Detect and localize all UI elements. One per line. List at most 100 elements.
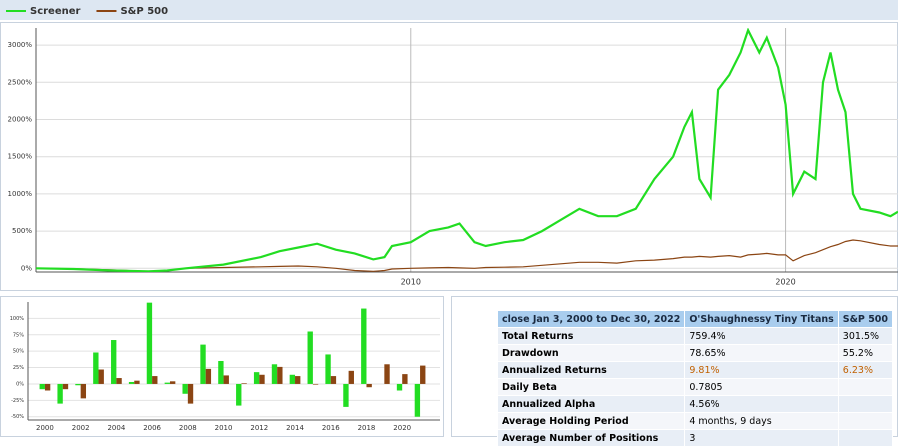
bar xyxy=(134,380,140,384)
bar xyxy=(295,376,301,384)
plot xyxy=(36,28,898,272)
y-tick-label: 0% xyxy=(16,381,24,387)
bar xyxy=(200,344,206,384)
y-tick-label: 500% xyxy=(12,227,32,235)
legend-label: Screener xyxy=(30,6,81,17)
table-row: Annualized Returns 9.81% 6.23% xyxy=(496,361,894,379)
bar xyxy=(343,383,349,407)
table-cell: Annualized Returns xyxy=(496,361,686,379)
x-tick-label: 2004 xyxy=(107,424,125,432)
bar xyxy=(330,376,337,384)
bar xyxy=(277,366,283,384)
x-tick-label: 2000 xyxy=(36,424,54,432)
bar xyxy=(396,383,403,391)
table-row: Average Holding Period 4 months, 9 days xyxy=(496,412,894,430)
bar xyxy=(44,383,51,391)
x-tick-label: 2014 xyxy=(286,424,304,432)
table-cell xyxy=(837,378,894,396)
bar xyxy=(366,383,372,388)
table-cell: 9.81% xyxy=(684,361,839,379)
table-cell: 0.7805 xyxy=(684,378,839,396)
bar xyxy=(307,331,313,384)
table-cell: Daily Beta xyxy=(496,378,686,396)
table-cell xyxy=(837,412,894,430)
bar xyxy=(152,376,158,384)
y-tick-label: 100% xyxy=(10,316,25,322)
y-tick-label: 2000% xyxy=(8,116,33,124)
bar xyxy=(325,354,331,384)
table-cell: Average Holding Period xyxy=(496,412,686,430)
table-cell: Total Returns xyxy=(496,327,686,345)
bar xyxy=(348,370,354,384)
stats-table: close Jan 3, 2000 to Dec 30, 2022 O'Shaug… xyxy=(496,310,894,447)
bar xyxy=(57,383,63,404)
table-cell: O'Shaughnessy Tiny Titans xyxy=(684,310,839,328)
y-tick-label: 1000% xyxy=(8,190,33,198)
table-cell: 55.2% xyxy=(837,344,894,362)
bar xyxy=(420,365,426,384)
table-cell: 6.23% xyxy=(837,361,894,379)
x-tick-label: 2010 xyxy=(215,424,233,432)
table-cell: 78.65% xyxy=(684,344,839,362)
bar xyxy=(414,383,421,417)
y-tick-label: -25% xyxy=(11,398,24,404)
x-tick-label: 2008 xyxy=(179,424,197,432)
bar xyxy=(169,381,176,384)
bar xyxy=(182,383,188,394)
bar xyxy=(39,383,45,390)
table-cell: 4 months, 9 days xyxy=(684,412,839,430)
bar xyxy=(312,383,319,385)
y-tick-label: 2500% xyxy=(8,78,33,86)
bar xyxy=(116,378,122,384)
bar xyxy=(205,368,212,384)
x-tick-label: 2020 xyxy=(775,278,795,287)
bar xyxy=(223,375,229,384)
table-cell: 3 xyxy=(684,429,839,447)
y-tick-label: 3000% xyxy=(8,41,33,49)
y-tick-label: 50% xyxy=(13,349,24,355)
y-tick-label: 25% xyxy=(13,365,24,371)
table-cell: Annualized Alpha xyxy=(496,395,686,413)
table-row: Average Number of Positions 3 xyxy=(496,429,894,447)
x-tick-label: 2006 xyxy=(143,424,161,432)
table-row: close Jan 3, 2000 to Dec 30, 2022 O'Shaug… xyxy=(496,310,894,328)
bar xyxy=(146,302,153,384)
table-row: Annualized Alpha 4.56% xyxy=(496,395,894,413)
table-cell: 4.56% xyxy=(684,395,839,413)
table-cell: 301.5% xyxy=(837,327,894,345)
series-line xyxy=(36,239,898,272)
legend-bar xyxy=(0,0,898,20)
table-cell: Average Number of Positions xyxy=(496,429,686,447)
table-cell: S&P 500 xyxy=(837,310,894,328)
bar xyxy=(111,340,117,384)
bar xyxy=(93,352,99,384)
bar xyxy=(164,382,170,384)
legend-label: S&P 500 xyxy=(120,6,168,17)
x-tick-label: 2010 xyxy=(401,278,421,287)
bar xyxy=(271,364,278,384)
table-cell xyxy=(837,429,894,447)
x-tick-label: 2002 xyxy=(72,424,90,432)
bar xyxy=(80,383,87,399)
table-row: Daily Beta 0.7805 xyxy=(496,378,894,396)
y-tick-label: 1500% xyxy=(8,153,33,161)
bar xyxy=(241,383,247,384)
bar xyxy=(289,374,296,384)
table-cell: close Jan 3, 2000 to Dec 30, 2022 xyxy=(496,310,686,328)
table-cell: 759.4% xyxy=(684,327,839,345)
bar xyxy=(384,364,390,384)
y-tick-label: 75% xyxy=(13,332,24,338)
plot xyxy=(39,302,426,417)
bar xyxy=(218,361,224,384)
table-cell xyxy=(837,395,894,413)
bar xyxy=(128,381,135,384)
bar xyxy=(236,383,242,406)
x-tick-label: 2016 xyxy=(322,424,340,432)
table-row: Total Returns 759.4% 301.5% xyxy=(496,327,894,345)
table-cell: Drawdown xyxy=(496,344,686,362)
x-tick-label: 2018 xyxy=(358,424,376,432)
table-row: Drawdown 78.65% 55.2% xyxy=(496,344,894,362)
x-tick-label: 2012 xyxy=(250,424,268,432)
bar xyxy=(361,308,367,384)
